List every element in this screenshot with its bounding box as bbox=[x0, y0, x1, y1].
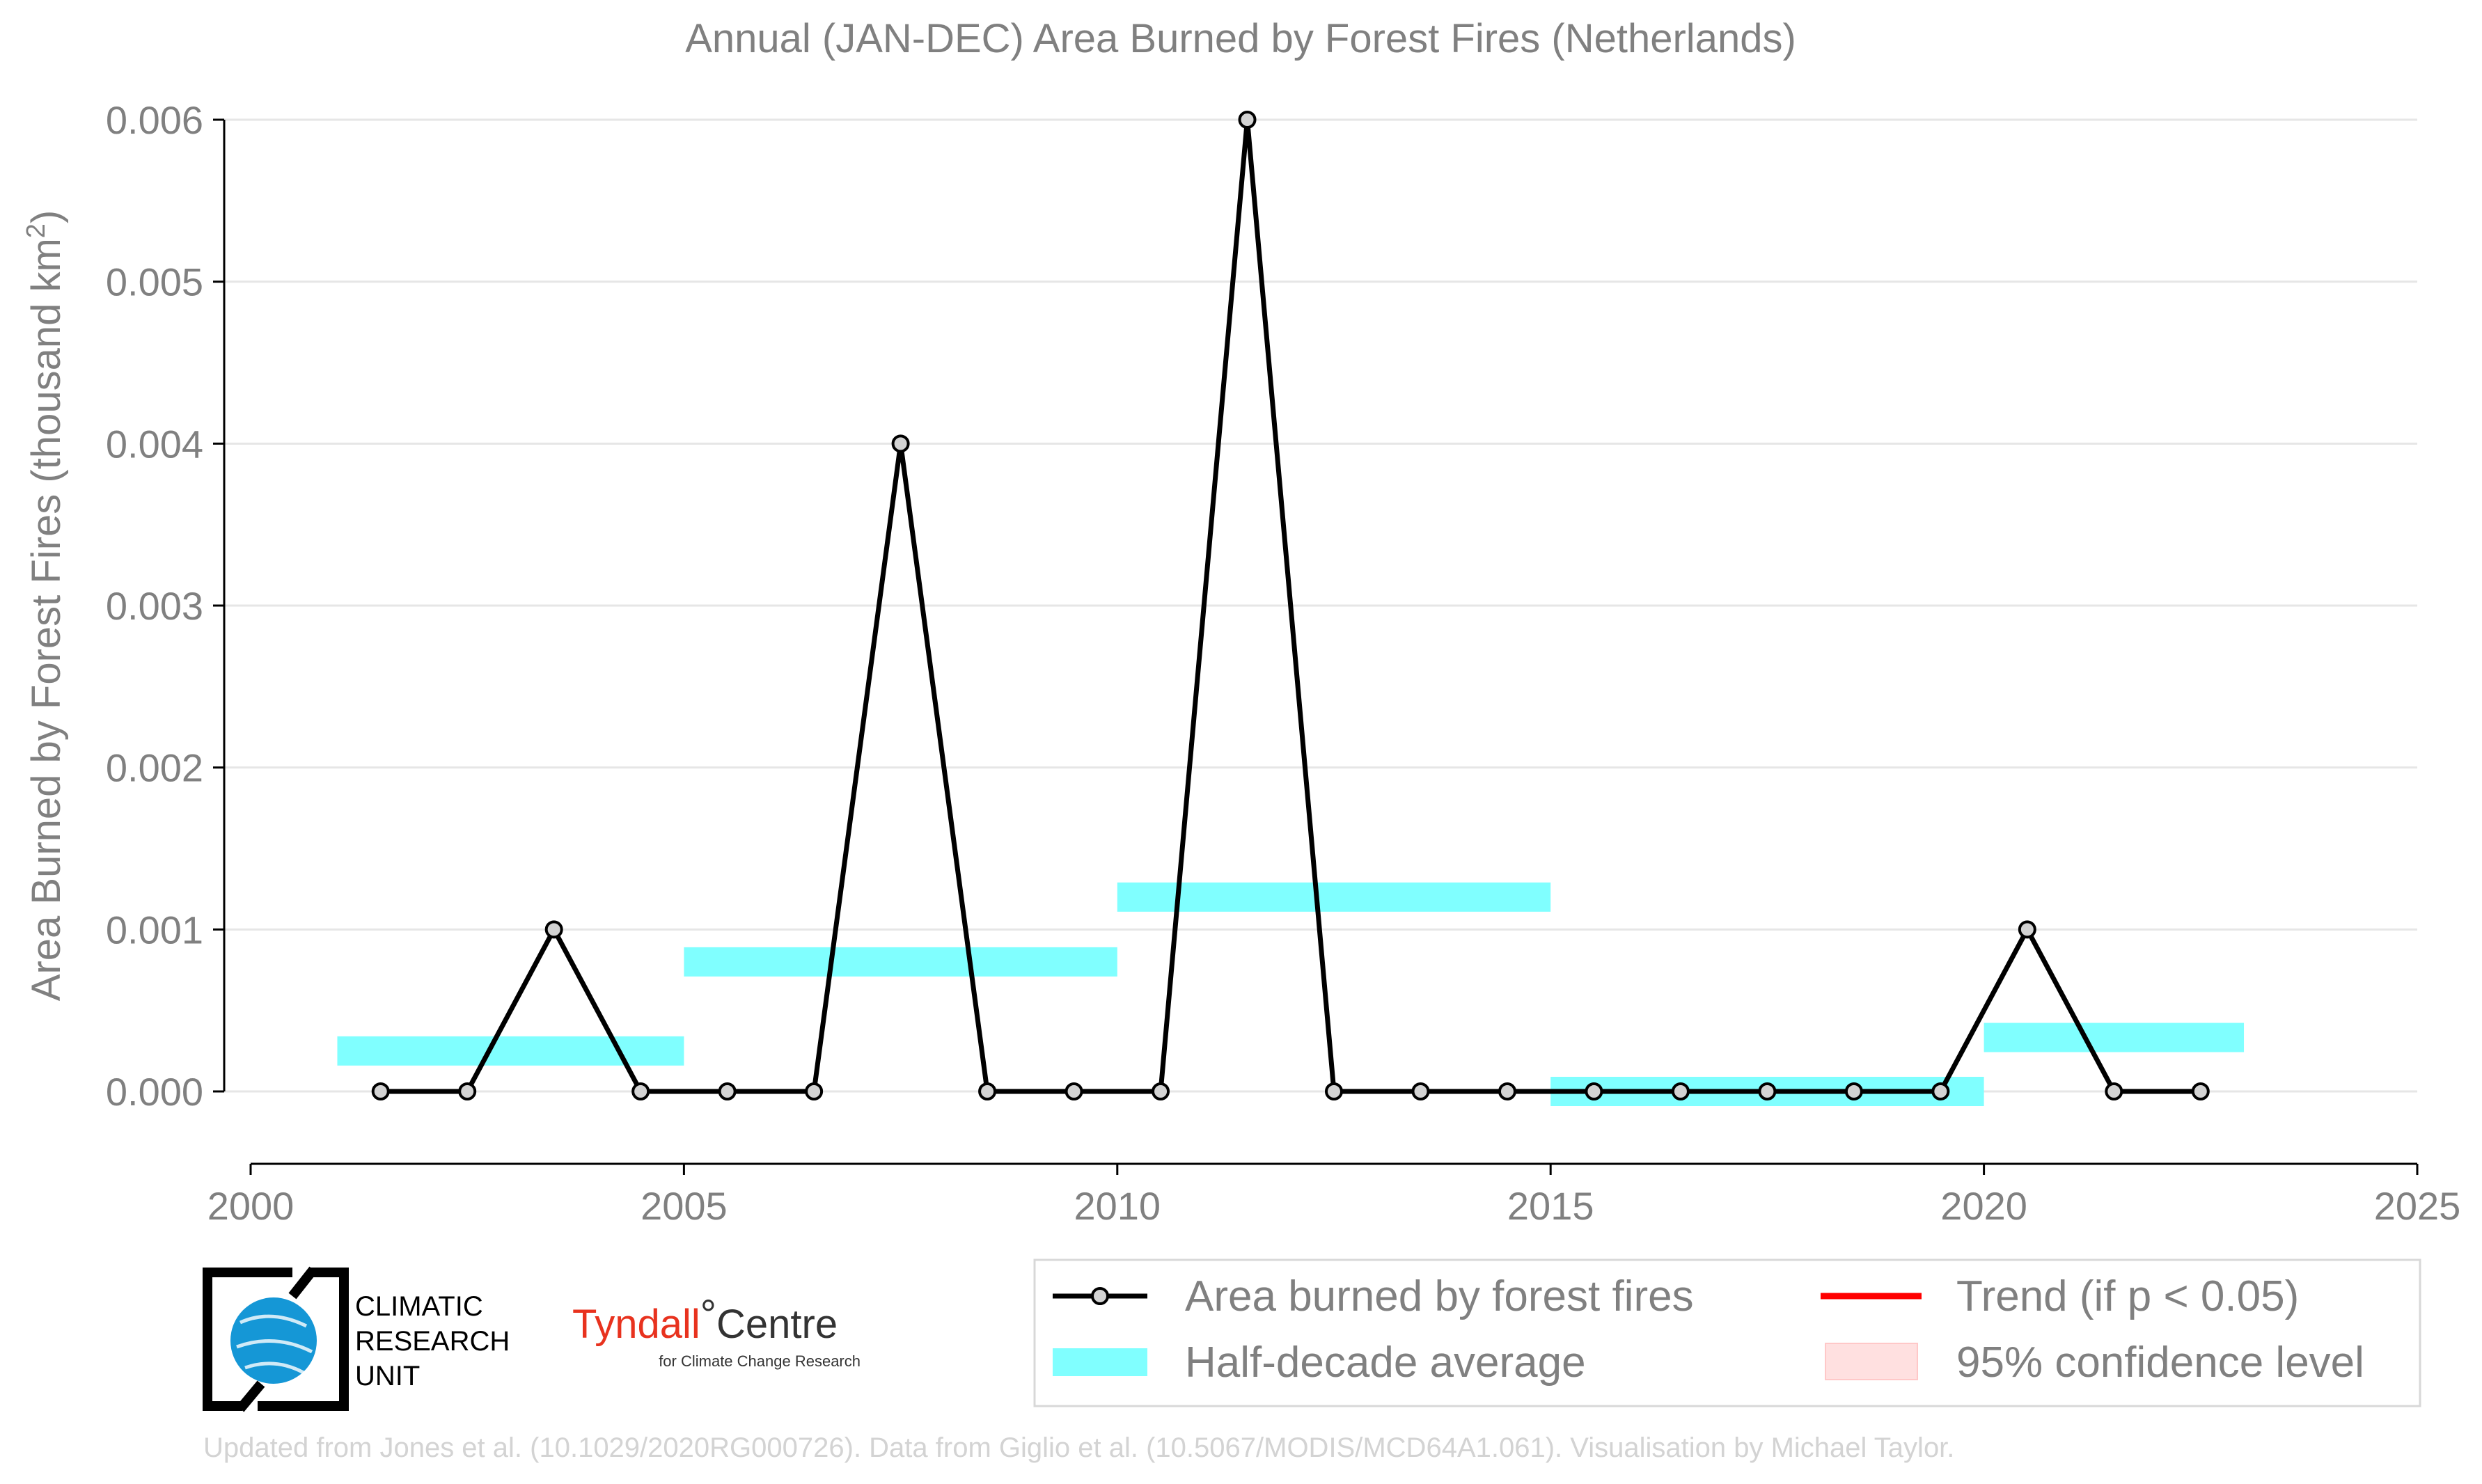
tyndall-logo-dark: Centre bbox=[716, 1302, 838, 1347]
x-tick-labels: 2000 2005 2010 2015 2020 2025 bbox=[207, 1184, 2461, 1228]
x-tick-label-1: 2005 bbox=[641, 1184, 728, 1228]
x-tick-label-5: 2025 bbox=[2374, 1184, 2461, 1228]
legend-key-area-burned-marker bbox=[1091, 1287, 1109, 1305]
half-decade-band-2 bbox=[1117, 882, 1551, 912]
data-point-18 bbox=[1931, 1082, 1950, 1100]
data-point-9 bbox=[1152, 1082, 1170, 1100]
series-line-0 bbox=[380, 119, 2201, 1094]
x-tick-label-2: 2010 bbox=[1074, 1184, 1161, 1228]
legend-label-trend: Trend (if p < 0.05) bbox=[1956, 1272, 2299, 1320]
data-point-16 bbox=[1758, 1082, 1777, 1100]
chart-title: Annual (JAN-DEC) Area Burned by Forest F… bbox=[685, 16, 1796, 61]
legend-label-area-burned: Area burned by forest fires bbox=[1185, 1272, 1694, 1320]
y-axis-title-suffix: ) bbox=[24, 210, 69, 223]
data-point-21 bbox=[2191, 1082, 2210, 1100]
y-tick-label-0: 0.000 bbox=[106, 1070, 203, 1114]
tyndall-logo-subtitle: for Climate Change Research bbox=[659, 1352, 861, 1370]
tyndall-logo-wordmark: Tyndall°Centre bbox=[572, 1292, 838, 1347]
legend-label-half-decade: Half-decade average bbox=[1185, 1339, 1586, 1387]
data-point-2 bbox=[544, 920, 563, 939]
cru-logo-line-2: RESEARCH bbox=[355, 1326, 510, 1357]
y-tick-label-1: 0.001 bbox=[106, 908, 203, 952]
data-point-8 bbox=[1065, 1082, 1083, 1100]
data-point-7 bbox=[978, 1082, 997, 1100]
data-point-20 bbox=[2105, 1082, 2123, 1100]
data-point-5 bbox=[805, 1082, 824, 1100]
axes bbox=[213, 118, 2419, 1175]
legend-key-half-decade bbox=[1053, 1348, 1147, 1376]
y-axis-title: Area Burned by Forest Fires (thousand km… bbox=[22, 210, 69, 1002]
credit-line: Updated from Jones et al. (10.1029/2020R… bbox=[203, 1432, 1954, 1463]
data-point-13 bbox=[1498, 1082, 1516, 1100]
cru-logo: CLIMATIC RESEARCH UNIT bbox=[203, 1266, 510, 1412]
data-point-3 bbox=[631, 1082, 650, 1100]
data-point-6 bbox=[891, 434, 910, 453]
y-tick-label-5: 0.005 bbox=[106, 260, 203, 304]
legend-box bbox=[1033, 1258, 2421, 1407]
x-tick-label-4: 2020 bbox=[1940, 1184, 2027, 1228]
data-point-14 bbox=[1585, 1082, 1603, 1100]
y-axis-title-superscript: 2 bbox=[22, 223, 51, 238]
data-point-17 bbox=[1844, 1082, 1863, 1100]
cru-logo-slash-bottom bbox=[236, 1380, 265, 1412]
cru-logo-frame-right bbox=[258, 1268, 349, 1411]
data-point-0 bbox=[371, 1082, 390, 1100]
half-decade-average-bands bbox=[337, 882, 2245, 1106]
half-decade-band-1 bbox=[684, 947, 1117, 977]
y-tick-label-2: 0.002 bbox=[106, 746, 203, 790]
data-point-19 bbox=[2018, 920, 2036, 939]
tyndall-logo: Tyndall°Centre for Climate Change Resear… bbox=[572, 1292, 861, 1370]
area-burned-series bbox=[371, 111, 2210, 1100]
half-decade-band-0 bbox=[337, 1036, 684, 1066]
x-tick-label-3: 2015 bbox=[1507, 1184, 1594, 1228]
data-point-1 bbox=[458, 1082, 477, 1100]
cru-logo-slash-top bbox=[288, 1266, 317, 1300]
legend-key-confidence bbox=[1825, 1343, 1918, 1380]
y-tick-labels: 0.000 0.001 0.002 0.003 0.004 0.005 0.006 bbox=[106, 98, 203, 1114]
data-point-15 bbox=[1671, 1082, 1690, 1100]
cru-logo-line-1: CLIMATIC bbox=[355, 1291, 483, 1322]
data-point-10 bbox=[1238, 111, 1257, 129]
data-point-12 bbox=[1411, 1082, 1430, 1100]
x-tick-label-0: 2000 bbox=[207, 1184, 294, 1228]
legend: Area burned by forest fires Trend (if p … bbox=[1033, 1258, 2421, 1407]
data-point-4 bbox=[718, 1082, 737, 1100]
cru-logo-line-3: UNIT bbox=[355, 1361, 420, 1391]
y-tick-label-4: 0.004 bbox=[106, 422, 203, 466]
tyndall-logo-red: Tyndall bbox=[572, 1302, 700, 1347]
y-axis-title-main: Area Burned by Forest Fires (thousand km bbox=[24, 238, 69, 1001]
data-point-11 bbox=[1325, 1082, 1343, 1100]
half-decade-band-4 bbox=[1984, 1023, 2245, 1052]
y-tick-label-6: 0.006 bbox=[106, 98, 203, 142]
cru-globe-swirl bbox=[236, 1314, 313, 1375]
y-tick-label-3: 0.003 bbox=[106, 584, 203, 628]
tyndall-logo-degree: ° bbox=[700, 1292, 716, 1337]
cru-logo-frame bbox=[203, 1268, 292, 1411]
legend-label-confidence: 95% confidence level bbox=[1956, 1339, 2364, 1387]
gridlines bbox=[224, 118, 2417, 1093]
